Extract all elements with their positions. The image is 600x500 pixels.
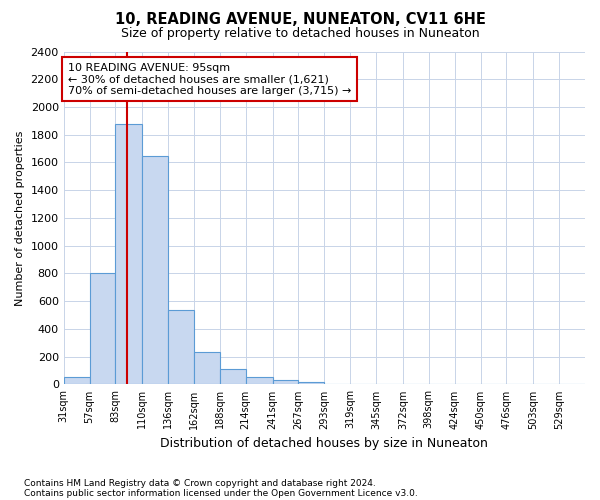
Bar	[64, 378, 89, 384]
Bar	[246, 378, 272, 384]
Bar	[298, 382, 325, 384]
Bar	[194, 352, 220, 384]
Text: Size of property relative to detached houses in Nuneaton: Size of property relative to detached ho…	[121, 28, 479, 40]
Text: 10, READING AVENUE, NUNEATON, CV11 6HE: 10, READING AVENUE, NUNEATON, CV11 6HE	[115, 12, 485, 28]
Text: 10 READING AVENUE: 95sqm
← 30% of detached houses are smaller (1,621)
70% of sem: 10 READING AVENUE: 95sqm ← 30% of detach…	[68, 62, 351, 96]
Y-axis label: Number of detached properties: Number of detached properties	[15, 130, 25, 306]
Bar	[272, 380, 298, 384]
Bar	[89, 274, 115, 384]
Text: Contains public sector information licensed under the Open Government Licence v3: Contains public sector information licen…	[24, 488, 418, 498]
X-axis label: Distribution of detached houses by size in Nuneaton: Distribution of detached houses by size …	[160, 437, 488, 450]
Bar	[142, 156, 168, 384]
Bar	[115, 124, 142, 384]
Bar	[220, 369, 246, 384]
Bar	[168, 310, 194, 384]
Text: Contains HM Land Registry data © Crown copyright and database right 2024.: Contains HM Land Registry data © Crown c…	[24, 478, 376, 488]
